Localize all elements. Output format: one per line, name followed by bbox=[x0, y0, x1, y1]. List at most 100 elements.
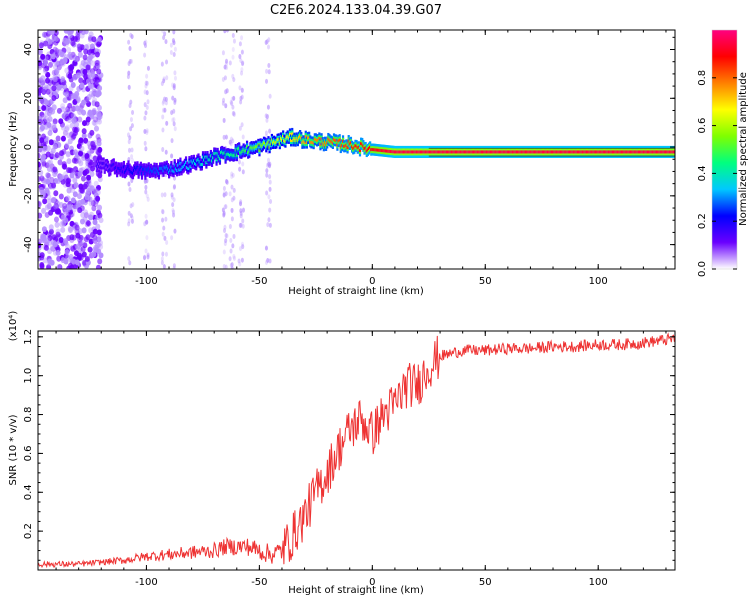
ridge-core bbox=[587, 150, 590, 154]
ridge-core bbox=[349, 141, 353, 145]
noise-speck bbox=[264, 259, 268, 265]
noise-speck bbox=[89, 129, 95, 136]
ridge-core bbox=[607, 150, 610, 154]
noise-speck bbox=[239, 199, 243, 205]
noise-speck bbox=[97, 258, 103, 265]
noise-speck bbox=[172, 52, 176, 58]
ridge-core bbox=[628, 150, 632, 154]
noise-speck bbox=[61, 113, 67, 120]
noise-speck bbox=[172, 184, 176, 190]
ridge-core bbox=[289, 138, 293, 142]
noise-speck bbox=[127, 61, 131, 67]
ridge-core bbox=[218, 157, 222, 161]
noise-speck bbox=[87, 72, 93, 79]
ridge-core bbox=[304, 135, 307, 139]
ridge-core bbox=[253, 146, 257, 150]
ridge-core bbox=[354, 144, 357, 148]
ridge-core bbox=[215, 158, 218, 162]
noise-speck bbox=[79, 238, 85, 245]
noise-speck bbox=[89, 170, 95, 177]
ridge-core bbox=[637, 150, 641, 154]
noise-speck bbox=[47, 258, 53, 265]
noise-speck bbox=[127, 210, 131, 216]
noise-speck bbox=[130, 218, 134, 224]
ridge-core bbox=[593, 150, 597, 154]
noise-speck bbox=[47, 79, 53, 86]
noise-speck bbox=[40, 75, 46, 82]
ridge-core bbox=[608, 150, 611, 154]
ridge-core bbox=[478, 150, 481, 154]
ridge-core bbox=[379, 148, 382, 152]
ridge-core bbox=[617, 150, 620, 154]
ridge-core bbox=[564, 150, 567, 154]
noise-speck bbox=[237, 159, 241, 165]
noise-speck bbox=[43, 116, 49, 123]
noise-speck bbox=[163, 235, 167, 241]
ridge-core bbox=[494, 150, 497, 154]
noise-speck bbox=[65, 203, 71, 210]
ridge-core bbox=[649, 150, 652, 154]
noise-speck bbox=[76, 85, 82, 92]
noise-speck bbox=[91, 36, 97, 43]
noise-speck bbox=[223, 75, 227, 81]
noise-speck bbox=[72, 149, 78, 156]
noise-speck bbox=[66, 47, 72, 54]
noise-speck bbox=[69, 64, 75, 71]
y-tick-label: 1.0 bbox=[23, 368, 34, 384]
ridge-core bbox=[199, 163, 202, 167]
spectrogram-y-ticks: -40 -20 0 20 40 bbox=[23, 36, 675, 270]
noise-speck bbox=[143, 89, 147, 95]
noise-speck bbox=[46, 203, 52, 210]
ridge-core bbox=[200, 162, 203, 166]
ridge-core bbox=[660, 150, 663, 154]
ridge-core bbox=[458, 150, 461, 154]
ridge-core bbox=[267, 140, 270, 144]
ridge-core bbox=[279, 136, 283, 140]
noise-speck bbox=[228, 139, 232, 145]
spectrogram-panel: -100 -50 0 50 100 -40 -20 0 20 40 Height of stra… bbox=[8, 29, 676, 297]
spectrogram-noise bbox=[38, 30, 273, 269]
y-tick-label: 40 bbox=[23, 43, 34, 56]
ridge-core bbox=[126, 167, 129, 171]
ridge-core bbox=[465, 150, 468, 154]
noise-speck bbox=[58, 193, 64, 200]
noise-speck bbox=[71, 206, 77, 213]
ridge-core bbox=[600, 150, 603, 154]
noise-speck bbox=[45, 172, 51, 179]
ridge-core bbox=[295, 136, 298, 140]
noise-speck bbox=[145, 90, 149, 96]
ridge-core bbox=[417, 150, 420, 154]
noise-speck bbox=[73, 158, 79, 165]
ridge-core bbox=[603, 150, 607, 154]
noise-speck bbox=[162, 78, 166, 84]
noise-speck bbox=[228, 256, 232, 262]
snr-y-ticks: 0.2 0.4 0.6 0.8 1.0 1.2 bbox=[23, 329, 675, 571]
noise-speck bbox=[81, 128, 87, 135]
noise-speck bbox=[91, 205, 97, 212]
noise-speck bbox=[38, 62, 43, 69]
ridge-core bbox=[105, 163, 109, 167]
noise-speck bbox=[50, 197, 56, 204]
ridge-core bbox=[659, 150, 662, 154]
ridge-core bbox=[268, 145, 271, 149]
ridge-core bbox=[205, 161, 208, 165]
noise-speck bbox=[144, 110, 148, 116]
noise-speck bbox=[66, 158, 72, 165]
noise-speck bbox=[45, 88, 51, 95]
ridge-core bbox=[250, 145, 253, 149]
ridge-core bbox=[231, 153, 234, 157]
noise-speck bbox=[225, 88, 229, 94]
noise-speck bbox=[171, 202, 175, 208]
noise-speck bbox=[90, 200, 96, 207]
noise-speck bbox=[173, 46, 177, 52]
ridge-core bbox=[135, 167, 138, 171]
noise-speck bbox=[95, 63, 101, 70]
ridge-core bbox=[646, 150, 650, 154]
ridge-core bbox=[622, 150, 625, 154]
noise-speck bbox=[85, 64, 91, 71]
ridge-core bbox=[213, 151, 216, 155]
ridge-core bbox=[459, 150, 462, 154]
ridge-core bbox=[395, 150, 398, 154]
noise-speck bbox=[165, 59, 169, 65]
ridge-core bbox=[288, 132, 292, 136]
